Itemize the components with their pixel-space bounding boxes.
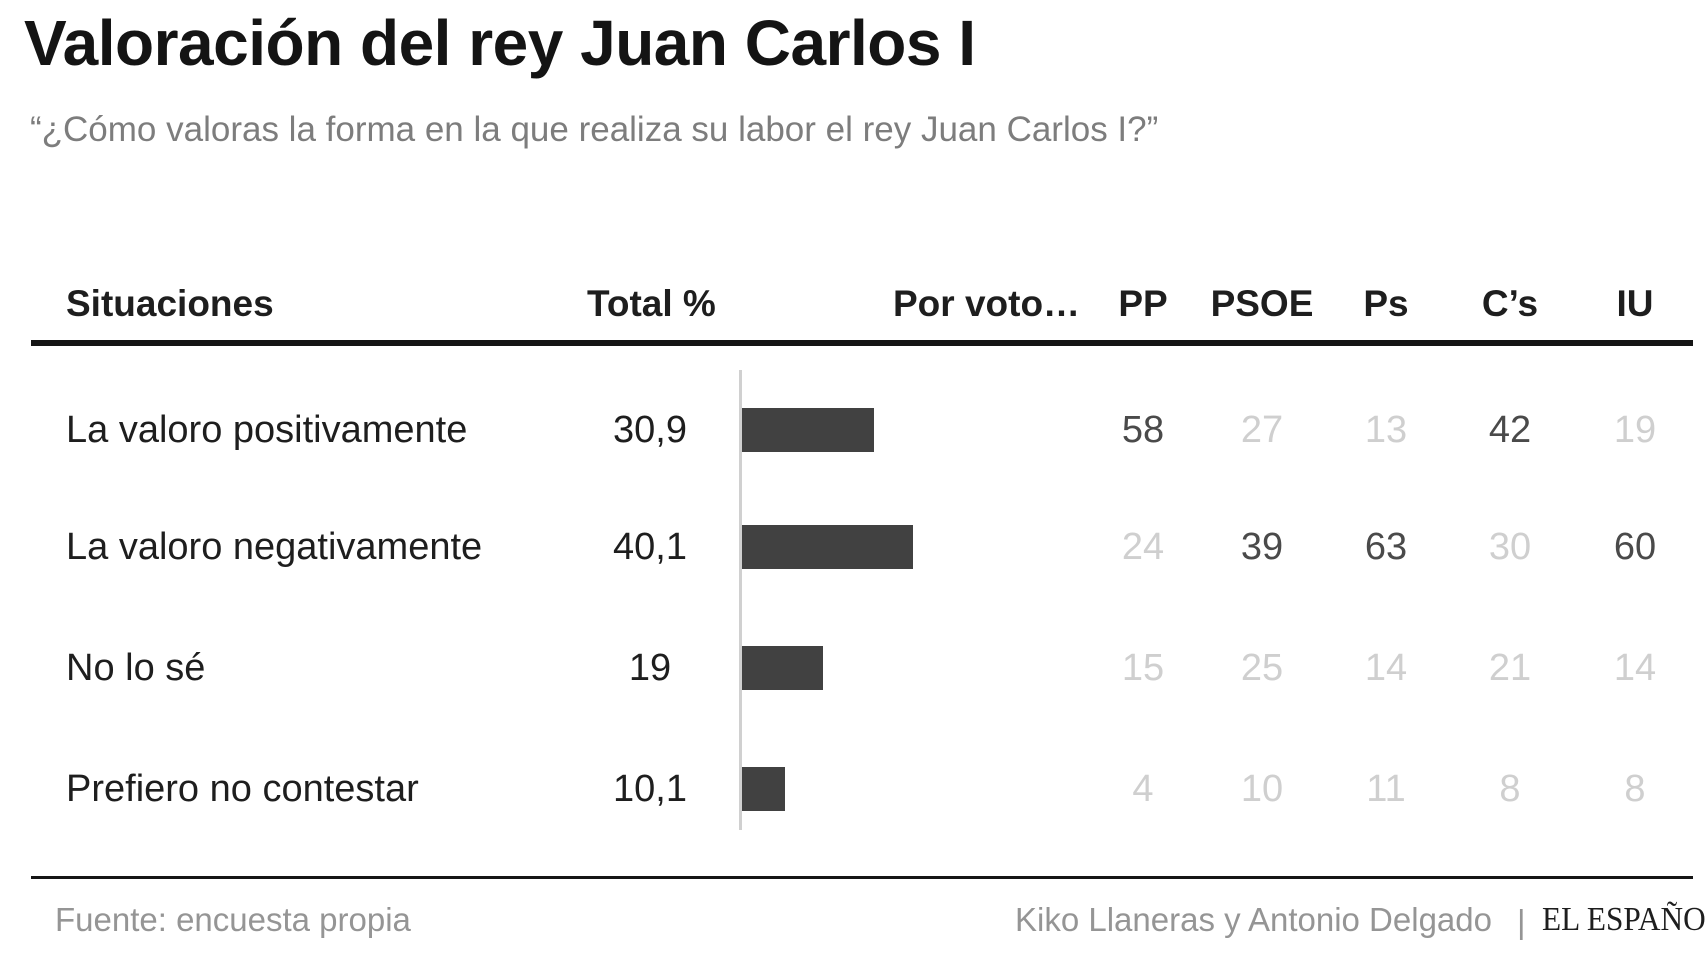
row-total-value: 40,1 — [613, 526, 687, 568]
row-label: La valoro positivamente — [66, 409, 468, 451]
party-value-cell: 42 — [1488, 409, 1532, 451]
chart-subtitle: “¿Cómo valoras la forma en la que realiz… — [30, 110, 1159, 149]
total-bar — [742, 408, 874, 452]
header-party-psoe: PSOE — [1210, 283, 1314, 324]
header-total: Total % — [587, 283, 716, 324]
party-value-cell: 14 — [1364, 647, 1408, 689]
header-situations: Situaciones — [66, 283, 274, 324]
chart-title: Valoración del rey Juan Carlos I — [24, 7, 976, 79]
party-value-cell: 15 — [1121, 647, 1165, 689]
row-label: Prefiero no contestar — [66, 768, 419, 810]
party-value-cell: 60 — [1613, 526, 1657, 568]
header-party-iu: IU — [1616, 283, 1654, 324]
total-bar — [742, 767, 785, 811]
footer-authors: Kiko Llaneras y Antonio Delgado — [1015, 901, 1492, 938]
row-label: La valoro negativamente — [66, 526, 483, 568]
party-value-cell: 39 — [1240, 526, 1284, 568]
header-by-vote: Por voto… — [893, 283, 1081, 324]
party-value-cell: 11 — [1366, 768, 1406, 810]
party-value-cell: 27 — [1240, 409, 1284, 451]
row-total-value: 19 — [628, 647, 672, 689]
party-value-cell: 24 — [1121, 526, 1165, 568]
party-value-cell: 21 — [1488, 647, 1532, 689]
party-value-cell: 14 — [1613, 647, 1657, 689]
row-total-value: 30,9 — [613, 409, 687, 451]
party-value-cell: 8 — [1624, 768, 1646, 810]
footer-source: Fuente: encuesta propia — [55, 901, 411, 938]
bar-axis-line — [739, 370, 742, 830]
row-label: No lo sé — [66, 647, 206, 689]
header-rule — [31, 340, 1693, 346]
party-value-cell: 63 — [1364, 526, 1408, 568]
party-value-cell: 19 — [1613, 409, 1657, 451]
party-value-cell: 58 — [1121, 409, 1165, 451]
header-party-pp: PP — [1118, 283, 1168, 324]
party-value-cell: 25 — [1240, 647, 1284, 689]
total-bar — [742, 646, 823, 690]
party-value-cell: 8 — [1499, 768, 1521, 810]
party-value-cell: 10 — [1240, 768, 1284, 810]
total-bar — [742, 525, 913, 569]
brand-logo: EL ESPAÑOL — [1542, 901, 1706, 938]
row-total-value: 10,1 — [613, 768, 687, 810]
header-party-ps: Ps — [1363, 283, 1409, 324]
party-value-cell: 4 — [1132, 768, 1154, 810]
header-party-cs: C’s — [1481, 283, 1539, 324]
footer-rule — [31, 876, 1693, 879]
party-value-cell: 13 — [1364, 409, 1408, 451]
footer-separator: | — [1517, 903, 1526, 940]
party-value-cell: 30 — [1488, 526, 1532, 568]
